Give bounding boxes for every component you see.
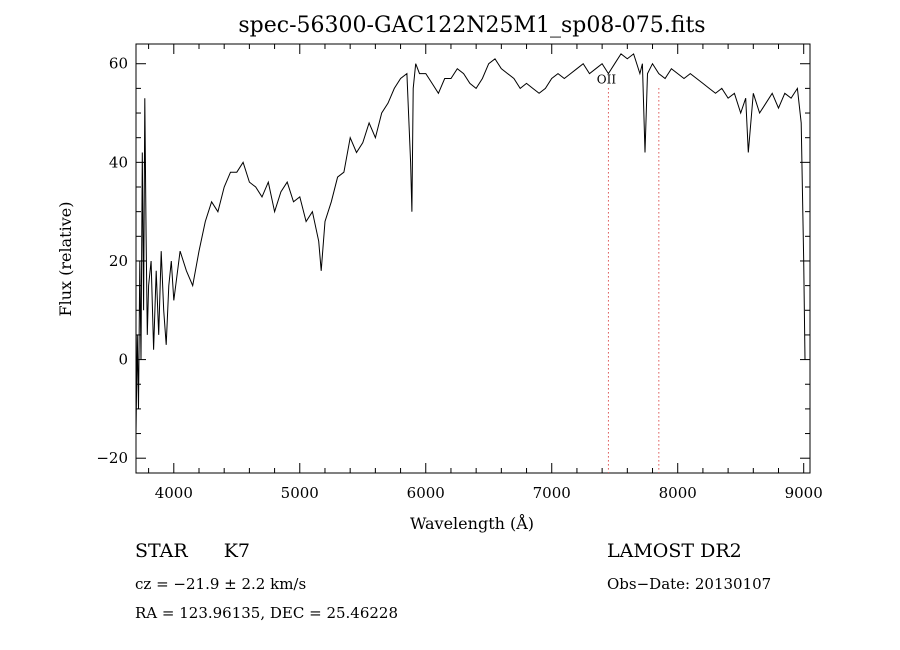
x-tick-label: 8000 — [659, 484, 697, 502]
obs-date-label: Obs−Date: 20130107 — [607, 575, 772, 593]
tick-labels: 4000 5000 6000 7000 8000 9000 −20 0 20 40 60 — [96, 55, 822, 502]
plot-frame — [135, 43, 811, 474]
x-tick-label: 6000 — [407, 484, 445, 502]
x-axis-label: Wavelength (Å) — [410, 513, 534, 533]
redshift-label: cz = −21.9 ± 2.2 km/s — [135, 575, 307, 593]
subclass-name: K7 — [223, 540, 250, 562]
x-tick-label: 7000 — [533, 484, 571, 502]
x-tick-label: 4000 — [155, 484, 193, 502]
survey-label: LAMOST DR2 — [607, 540, 742, 562]
y-tick-label: 40 — [109, 153, 128, 171]
spectrum-line — [135, 53, 806, 434]
coordinates-label: RA = 123.96135, DEC = 25.46228 — [135, 604, 399, 622]
x-tick-label: 9000 — [785, 484, 823, 502]
class-name: STAR — [135, 540, 188, 562]
classification-label: STAR K7 — [135, 540, 250, 562]
y-tick-label: 20 — [109, 252, 128, 270]
line-markers: OII — [597, 72, 660, 473]
line-marker-label: OII — [597, 72, 617, 86]
y-axis-label: Flux (relative) — [56, 202, 75, 317]
chart-title: spec-56300-GAC122N25M1_sp08-075.fits — [238, 13, 705, 38]
y-tick-label: 60 — [109, 55, 128, 73]
y-tick-label: 0 — [118, 351, 128, 369]
y-tick-label: −20 — [96, 449, 128, 467]
axis-ticks — [136, 44, 810, 473]
x-tick-label: 5000 — [281, 484, 319, 502]
